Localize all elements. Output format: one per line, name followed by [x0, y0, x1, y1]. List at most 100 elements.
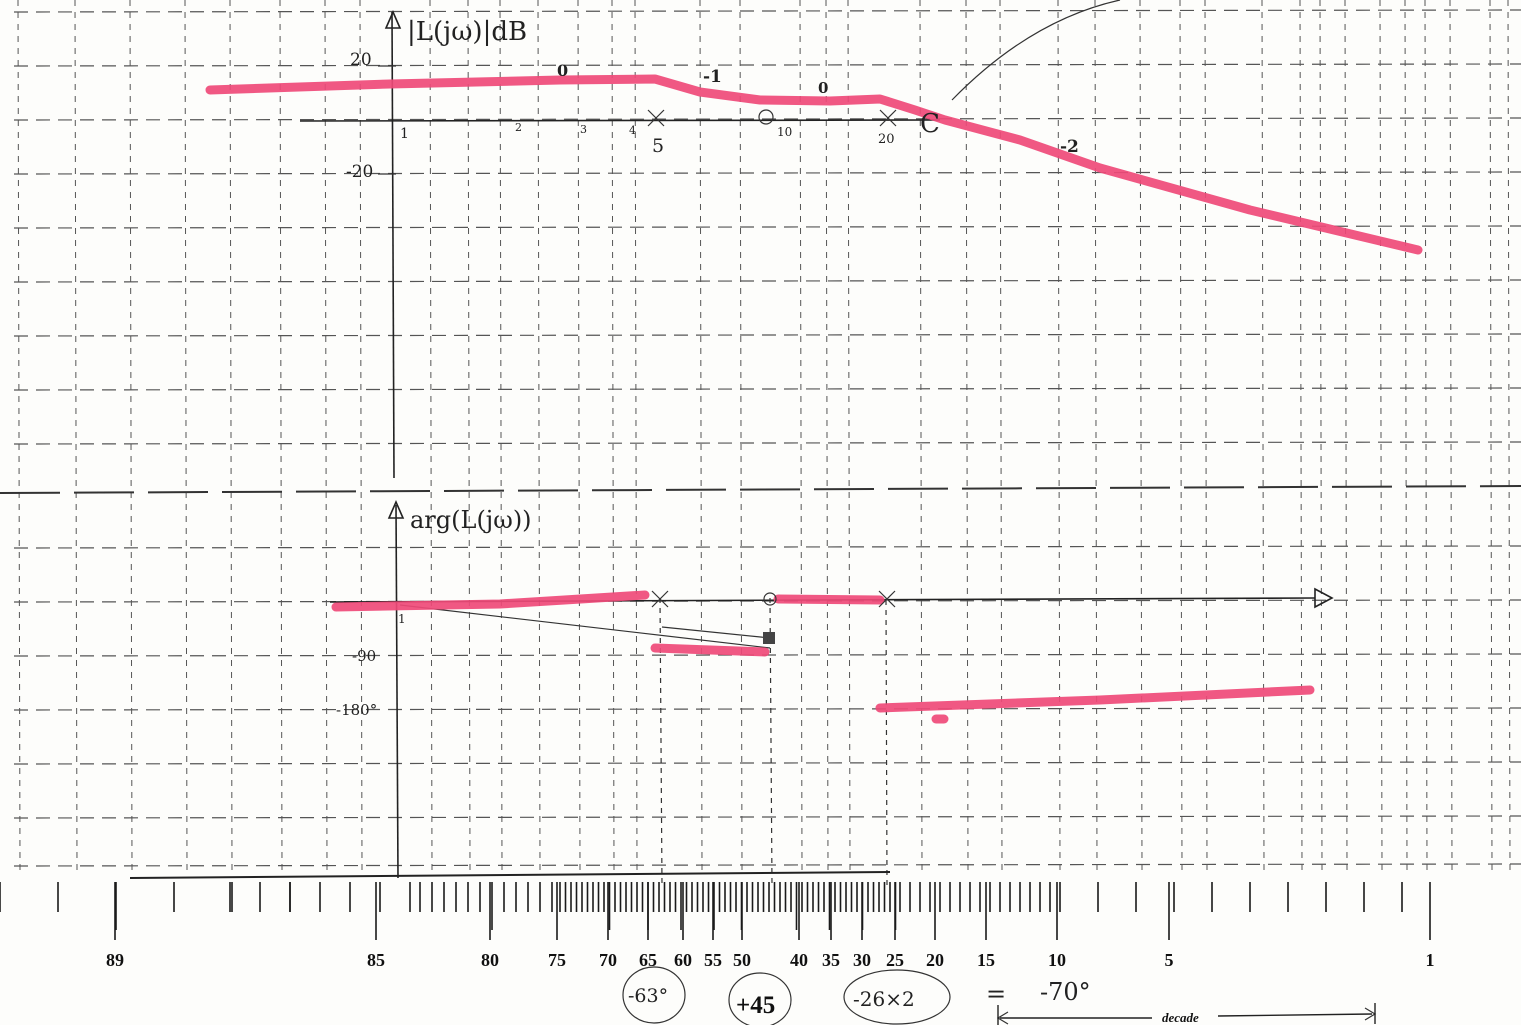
grid-vertical-line — [919, 0, 923, 871]
grid-horizontal-line — [13, 761, 1521, 765]
grid-vertical-line — [499, 0, 503, 871]
decade-label: decade — [1162, 1010, 1199, 1025]
scale-label: 89 — [106, 950, 124, 970]
phase-y-axis — [395, 504, 399, 879]
scale-label: 60 — [674, 950, 692, 970]
grid-horizontal-line — [13, 171, 1521, 175]
decade-bracket — [996, 1003, 1377, 1025]
slope-label-0-first: 0 — [557, 61, 568, 80]
grid-vertical-line — [1489, 0, 1493, 871]
grid-vertical-line — [739, 0, 743, 871]
grid-vertical-line — [324, 0, 328, 871]
grid-horizontal-line — [13, 279, 1521, 283]
grid-lines — [13, 0, 1521, 871]
grid-vertical-line — [634, 0, 638, 871]
magnitude-y-arrow — [384, 10, 402, 29]
slope-label-minus2: -2 — [1060, 137, 1079, 157]
grid-vertical-line — [699, 0, 703, 871]
drop-line-20 — [885, 599, 888, 886]
equals-sign: = — [986, 980, 1006, 1008]
phase-pole-marker-20 — [878, 590, 896, 608]
grid-vertical-line — [129, 0, 133, 871]
magnitude-y-label-minus20: -20 — [346, 162, 373, 182]
grid-vertical-line — [74, 0, 78, 871]
phase-segment-mid — [650, 643, 770, 657]
phase-y-arrow — [387, 500, 405, 519]
magnitude-x-label-2: 2 — [515, 121, 522, 134]
pivot-marker — [763, 632, 775, 644]
grid-vertical-line — [279, 0, 283, 871]
grid-vertical-line — [1319, 0, 1323, 871]
magnitude-x-label-4: 4 — [629, 124, 636, 137]
pole-marker-5 — [647, 109, 665, 127]
phase-pole-marker-5 — [651, 590, 669, 608]
construction-arc — [951, 0, 1121, 101]
grid-horizontal-line — [13, 225, 1521, 229]
magnitude-x-label-3: 3 — [580, 123, 587, 136]
scale-label: 30 — [853, 950, 871, 970]
scale-label: 35 — [822, 950, 840, 970]
grid-vertical-line — [1404, 0, 1408, 871]
grid-vertical-line — [467, 0, 471, 871]
drop-line-10 — [769, 597, 773, 886]
scale-label: 20 — [926, 950, 944, 970]
scale-label: 10 — [1048, 950, 1066, 970]
construction-line-2 — [661, 626, 771, 639]
magnitude-x-label-10: 10 — [777, 125, 792, 139]
scale-label: 70 — [599, 950, 617, 970]
drop-line-5 — [659, 597, 663, 886]
crossover-mark: C — [920, 109, 940, 139]
grid-horizontal-line — [13, 9, 1521, 13]
grid-vertical-line — [1179, 0, 1183, 871]
magnitude-asymptote — [205, 74, 1423, 255]
grid-horizontal-line — [13, 333, 1521, 337]
grid-vertical-line — [359, 0, 363, 871]
magnitude-x-label-20: 20 — [878, 132, 895, 147]
scale-edge — [129, 871, 891, 879]
scale-label: 65 — [639, 950, 657, 970]
phase-title: arg(L(jω)) — [410, 506, 532, 534]
phase-segment-low — [331, 590, 650, 612]
circle-plus45 — [728, 972, 792, 1025]
scale-label: 85 — [367, 950, 385, 970]
grid-vertical-line — [611, 0, 615, 871]
plot-separator — [0, 485, 1521, 494]
scale-label: 50 — [733, 950, 751, 970]
magnitude-y-axis — [391, 11, 395, 479]
grid-horizontal-line — [13, 387, 1521, 391]
grid-vertical-line — [1299, 0, 1303, 871]
grid-vertical-line — [1424, 0, 1428, 871]
phase-zero-marker-10 — [763, 592, 777, 606]
scale-label: 15 — [977, 950, 995, 970]
grid-vertical-line — [184, 0, 188, 871]
magnitude-title: |L(jω)|dB — [407, 17, 527, 47]
grid-vertical-line — [429, 0, 433, 871]
construction-line — [399, 604, 771, 649]
grid-vertical-line — [1344, 0, 1348, 871]
grid-vertical-line — [1057, 0, 1061, 871]
scale-label: 40 — [790, 950, 808, 970]
grid-vertical-line — [1139, 0, 1143, 871]
scale-label: 5 — [1165, 950, 1174, 970]
pole-marker-20 — [879, 109, 897, 127]
grid-vertical-line — [537, 0, 541, 871]
grid-vertical-line — [825, 0, 829, 871]
scale-label: 55 — [704, 950, 722, 970]
scale-label: 75 — [548, 950, 566, 970]
magnitude-x-axis — [299, 119, 941, 122]
grid-vertical-line — [1507, 0, 1511, 871]
annotation-plus45: +45 — [736, 992, 775, 1019]
grid-horizontal-line — [13, 815, 1521, 819]
grid-vertical-line — [577, 0, 581, 871]
grid-horizontal-line — [13, 441, 1521, 445]
scale-label: 1 — [1426, 950, 1435, 970]
magnitude-y-label-20: 20 — [350, 50, 372, 70]
protractor-scale: 89 85 80 75 70 65 60 55 50 40 35 30 25 20 15 10 5 1 — [0, 871, 1435, 970]
scale-label: 80 — [481, 950, 499, 970]
scale-labels: 89 85 80 75 70 65 60 55 50 40 35 30 25 20 15 10 5 1 — [106, 950, 1435, 970]
grid-vertical-line — [999, 0, 1003, 871]
circle-minus26x2 — [843, 969, 951, 1025]
magnitude-x-label-1: 1 — [400, 126, 409, 142]
